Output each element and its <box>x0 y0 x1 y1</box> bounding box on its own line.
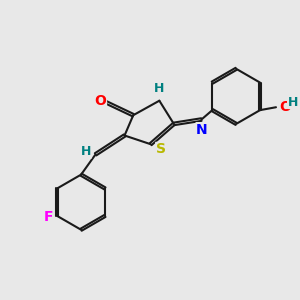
Text: F: F <box>44 210 53 224</box>
Text: N: N <box>196 123 208 137</box>
Text: S: S <box>156 142 166 156</box>
Text: H: H <box>81 145 92 158</box>
Text: H: H <box>288 95 298 109</box>
Text: O: O <box>94 94 106 108</box>
Text: H: H <box>154 82 164 95</box>
Text: O: O <box>280 100 291 114</box>
